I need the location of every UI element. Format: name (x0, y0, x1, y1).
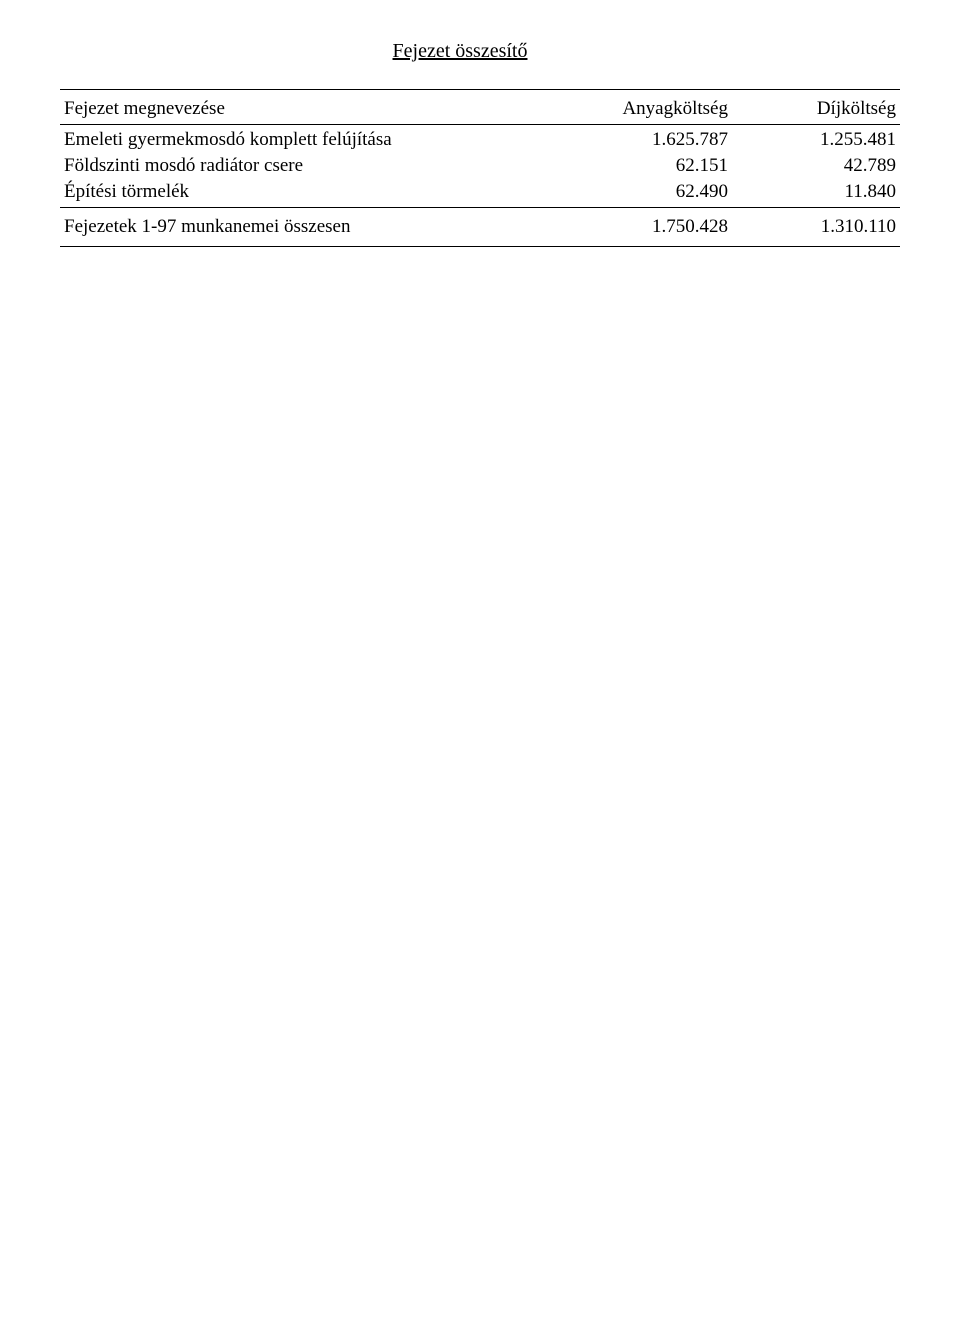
cell-anyag: 1.625.787 (547, 127, 732, 153)
header-anyag: Anyagköltség (547, 92, 732, 122)
cell-dij: 1.255.481 (732, 127, 900, 153)
document-page: Fejezet összesítő Fejezet megnevezése An… (0, 0, 960, 1334)
cell-name: Földszinti mosdó radiátor csere (60, 153, 547, 179)
table-header-row: Fejezet megnevezése Anyagköltség Díjkölt… (60, 92, 900, 122)
header-name: Fejezet megnevezése (60, 92, 547, 122)
table-row: Emeleti gyermekmosdó komplett felújítása… (60, 127, 900, 153)
table-row: Földszinti mosdó radiátor csere 62.151 4… (60, 153, 900, 179)
cell-dij: 11.840 (732, 179, 900, 205)
header-dij: Díjköltség (732, 92, 900, 122)
cell-anyag: 62.151 (547, 153, 732, 179)
table-total-row: Fejezetek 1-97 munkanemei összesen 1.750… (60, 210, 900, 244)
table-row: Építési törmelék 62.490 11.840 (60, 179, 900, 205)
cell-anyag: 62.490 (547, 179, 732, 205)
rule-bottom (60, 244, 900, 249)
total-anyag: 1.750.428 (547, 210, 732, 244)
cell-name: Emeleti gyermekmosdó komplett felújítása (60, 127, 547, 153)
cell-dij: 42.789 (732, 153, 900, 179)
page-title: Fejezet összesítő (310, 40, 610, 63)
cell-name: Építési törmelék (60, 179, 547, 205)
total-dij: 1.310.110 (732, 210, 900, 244)
summary-table: Fejezet megnevezése Anyagköltség Díjkölt… (60, 87, 900, 249)
total-name: Fejezetek 1-97 munkanemei összesen (60, 210, 547, 244)
